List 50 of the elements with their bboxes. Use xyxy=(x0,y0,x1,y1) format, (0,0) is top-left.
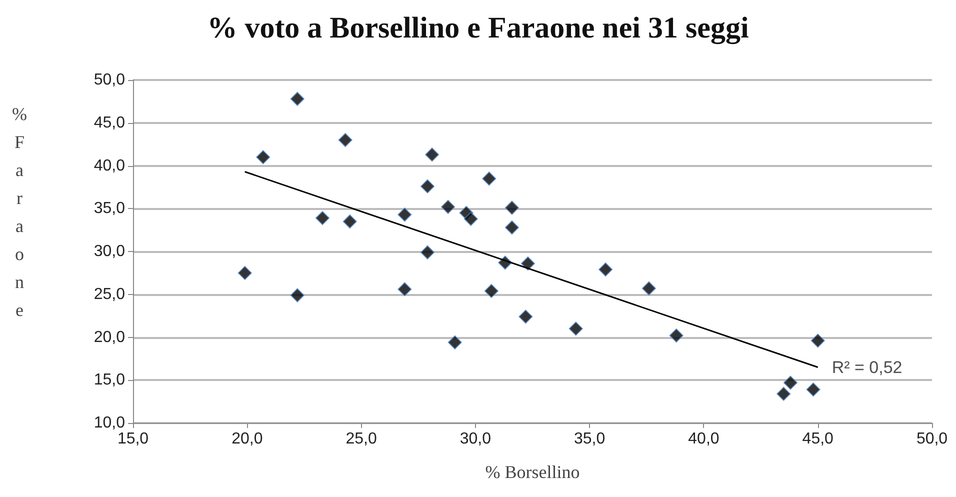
y-tick-label: 50,0 xyxy=(94,72,126,88)
point xyxy=(464,212,478,226)
point xyxy=(783,376,798,390)
y-tick-label: 35,0 xyxy=(94,200,126,218)
y-tick-label: 40,0 xyxy=(94,157,126,174)
point xyxy=(484,284,498,298)
point xyxy=(518,310,533,324)
point xyxy=(441,200,456,214)
point xyxy=(520,256,535,271)
point xyxy=(806,382,820,397)
point xyxy=(290,288,304,302)
point xyxy=(504,200,519,215)
point xyxy=(504,220,519,234)
point xyxy=(420,245,434,260)
y-tick-label: 20,0 xyxy=(94,328,126,346)
annotation: R² = 0,52 xyxy=(832,358,902,377)
point xyxy=(425,148,440,162)
y-tick-label: 45,0 xyxy=(94,114,126,132)
point xyxy=(398,208,412,222)
point xyxy=(338,133,352,148)
x-tick-label: 50,0 xyxy=(916,430,948,448)
x-tick-label: 40,0 xyxy=(688,430,720,448)
x-tick-label: 35,0 xyxy=(574,430,606,448)
point xyxy=(256,150,270,164)
point xyxy=(669,328,684,343)
y-axis-title: % Faraone xyxy=(12,104,27,320)
point xyxy=(642,281,656,296)
x-tick-label: 20,0 xyxy=(232,430,263,448)
point xyxy=(420,179,434,194)
y-tick-label: 10,0 xyxy=(94,414,126,432)
chart-title: % voto a Borsellino e Faraone nei 31 seggi xyxy=(207,12,749,44)
point xyxy=(342,214,357,228)
x-tick-label: 25,0 xyxy=(346,430,377,448)
x-tick-label: 30,0 xyxy=(460,430,492,448)
y-tick-label: 15,0 xyxy=(94,372,126,389)
point xyxy=(776,386,791,401)
point xyxy=(290,92,304,106)
x-tick-label: 15,0 xyxy=(117,430,149,448)
point xyxy=(810,334,825,348)
y-tick-label: 25,0 xyxy=(94,286,126,303)
point xyxy=(238,266,252,280)
point xyxy=(482,172,496,186)
point xyxy=(315,211,330,226)
x-tick-label: 45,0 xyxy=(802,430,834,448)
point xyxy=(398,282,412,296)
x-axis-title: % Borsellino xyxy=(485,462,580,482)
point xyxy=(568,322,583,336)
y-tick-label: 30,0 xyxy=(94,243,126,260)
point xyxy=(448,335,462,350)
point xyxy=(598,262,613,277)
